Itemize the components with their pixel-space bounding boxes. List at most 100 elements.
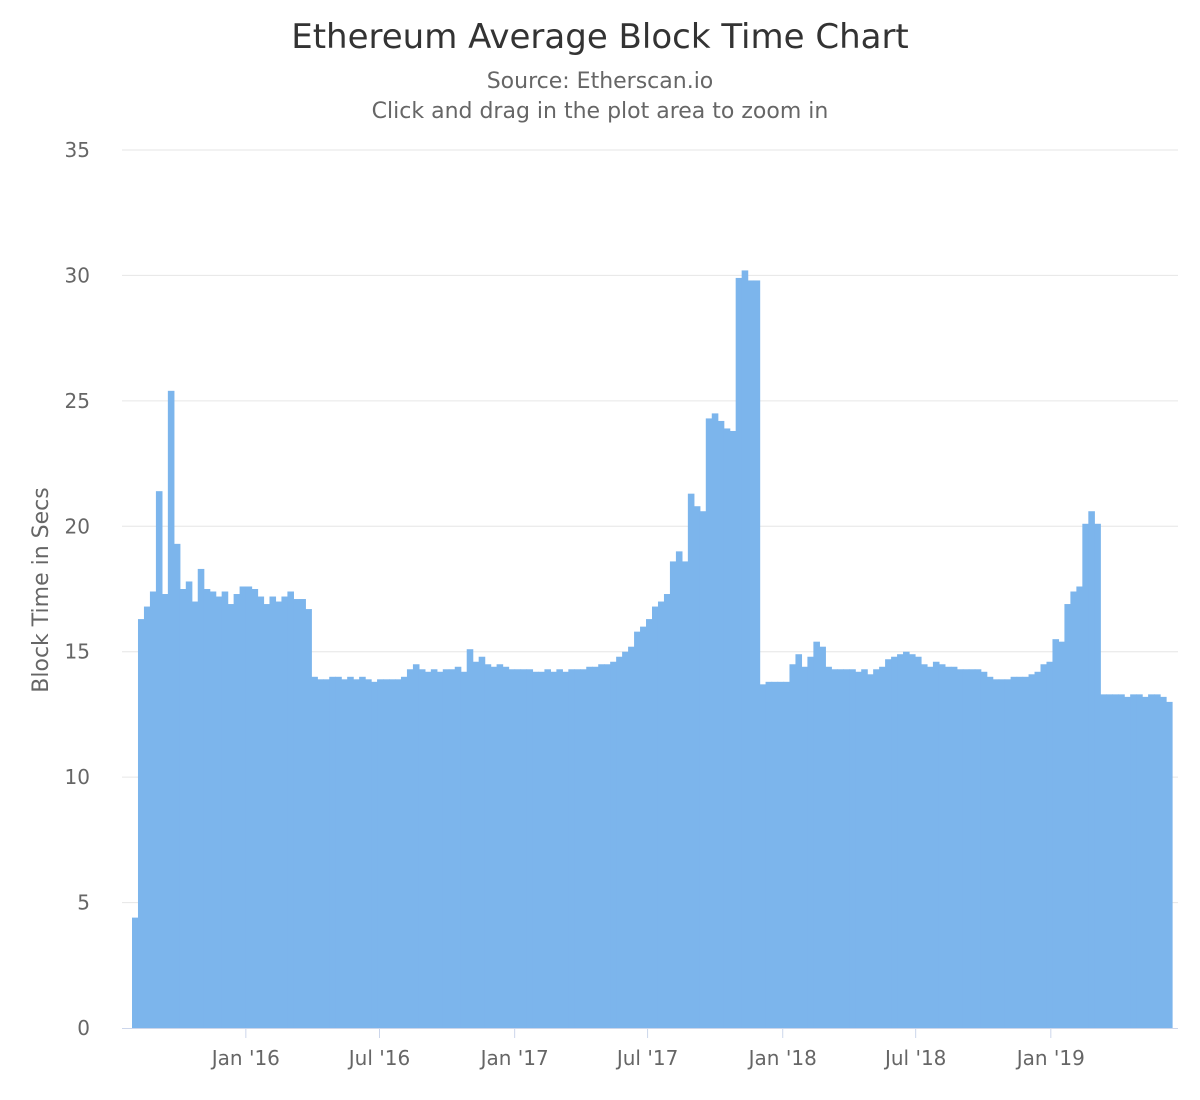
bar[interactable] <box>843 669 850 1028</box>
bar[interactable] <box>556 669 563 1028</box>
bar[interactable] <box>251 589 259 1028</box>
bar[interactable] <box>819 646 826 1028</box>
bar[interactable] <box>418 669 426 1028</box>
bar[interactable] <box>950 666 958 1028</box>
bar[interactable] <box>311 676 318 1028</box>
bar[interactable] <box>412 664 420 1028</box>
bar[interactable] <box>179 589 187 1028</box>
bar[interactable] <box>281 596 289 1028</box>
bar[interactable] <box>783 681 791 1028</box>
bar[interactable] <box>478 656 486 1028</box>
bar[interactable] <box>299 599 306 1028</box>
bar[interactable] <box>161 594 169 1028</box>
bar[interactable] <box>610 661 617 1028</box>
bar[interactable] <box>586 666 593 1028</box>
bar[interactable] <box>197 568 205 1028</box>
bar[interactable] <box>628 646 635 1028</box>
bar[interactable] <box>909 654 916 1028</box>
bar[interactable] <box>974 669 982 1028</box>
bar[interactable] <box>903 651 910 1028</box>
bar[interactable] <box>1034 671 1042 1028</box>
bar[interactable] <box>795 654 803 1028</box>
bar[interactable] <box>341 679 348 1028</box>
bar[interactable] <box>1016 676 1024 1028</box>
bar[interactable] <box>669 561 677 1028</box>
bar[interactable] <box>209 591 217 1028</box>
bar[interactable] <box>1136 694 1143 1028</box>
bar[interactable] <box>657 601 665 1028</box>
bar[interactable] <box>938 664 946 1028</box>
bar[interactable] <box>203 589 211 1028</box>
bar[interactable] <box>269 596 277 1028</box>
bar[interactable] <box>508 669 516 1028</box>
bar[interactable] <box>825 666 832 1028</box>
bar[interactable] <box>759 684 767 1028</box>
bar[interactable] <box>1088 511 1095 1029</box>
bar[interactable] <box>514 669 522 1028</box>
bar[interactable] <box>1004 679 1012 1028</box>
bar[interactable] <box>580 669 587 1028</box>
bar[interactable] <box>239 586 247 1028</box>
bar[interactable] <box>962 669 970 1028</box>
bar[interactable] <box>867 674 874 1028</box>
bar[interactable] <box>675 551 683 1028</box>
bar[interactable] <box>371 681 378 1028</box>
bar[interactable] <box>353 679 360 1028</box>
bar[interactable] <box>855 671 862 1028</box>
bar[interactable] <box>472 661 480 1028</box>
bar[interactable] <box>173 543 181 1028</box>
bar[interactable] <box>879 666 886 1028</box>
bar[interactable] <box>986 676 994 1028</box>
bar[interactable] <box>741 270 749 1028</box>
bar[interactable] <box>640 626 647 1028</box>
bar[interactable] <box>1160 696 1167 1028</box>
bar[interactable] <box>968 669 976 1028</box>
bar[interactable] <box>1046 661 1054 1028</box>
bar[interactable] <box>155 491 163 1028</box>
bar[interactable] <box>233 594 241 1028</box>
bar[interactable] <box>442 669 450 1028</box>
bar[interactable] <box>1010 676 1018 1028</box>
bar[interactable] <box>436 671 444 1028</box>
bar[interactable] <box>263 604 271 1028</box>
bar[interactable] <box>400 676 408 1028</box>
bar[interactable] <box>568 669 575 1028</box>
bar[interactable] <box>747 280 755 1028</box>
bar[interactable] <box>1166 701 1173 1028</box>
bar[interactable] <box>592 666 599 1028</box>
bar[interactable] <box>932 661 940 1028</box>
bar[interactable] <box>532 671 540 1028</box>
bar[interactable] <box>693 506 701 1029</box>
bar[interactable] <box>1106 694 1113 1028</box>
bar[interactable] <box>1028 674 1036 1028</box>
bar[interactable] <box>616 656 623 1028</box>
bar[interactable] <box>245 586 253 1028</box>
bar[interactable] <box>807 656 814 1028</box>
bar[interactable] <box>699 511 707 1029</box>
bar[interactable] <box>544 669 551 1028</box>
bar[interactable] <box>914 656 922 1028</box>
bar[interactable] <box>1112 694 1119 1028</box>
bar[interactable] <box>406 669 414 1028</box>
bar[interactable] <box>305 609 312 1028</box>
bar[interactable] <box>383 679 390 1028</box>
bar[interactable] <box>562 671 569 1028</box>
bar[interactable] <box>424 671 432 1028</box>
bar[interactable] <box>215 596 223 1028</box>
bar[interactable] <box>1052 639 1060 1028</box>
bar[interactable] <box>1022 676 1030 1028</box>
bar[interactable] <box>1076 586 1083 1028</box>
bar[interactable] <box>347 676 354 1028</box>
bar[interactable] <box>167 390 175 1028</box>
bar[interactable] <box>813 641 820 1028</box>
bar[interactable] <box>652 606 659 1028</box>
bar[interactable] <box>394 679 402 1028</box>
bar[interactable] <box>771 681 779 1028</box>
bar[interactable] <box>448 669 456 1028</box>
bar[interactable] <box>1154 694 1161 1028</box>
bar[interactable] <box>1142 696 1149 1028</box>
bar[interactable] <box>137 619 145 1028</box>
bar[interactable] <box>687 493 695 1028</box>
bar[interactable] <box>287 591 294 1028</box>
bar[interactable] <box>705 418 713 1028</box>
